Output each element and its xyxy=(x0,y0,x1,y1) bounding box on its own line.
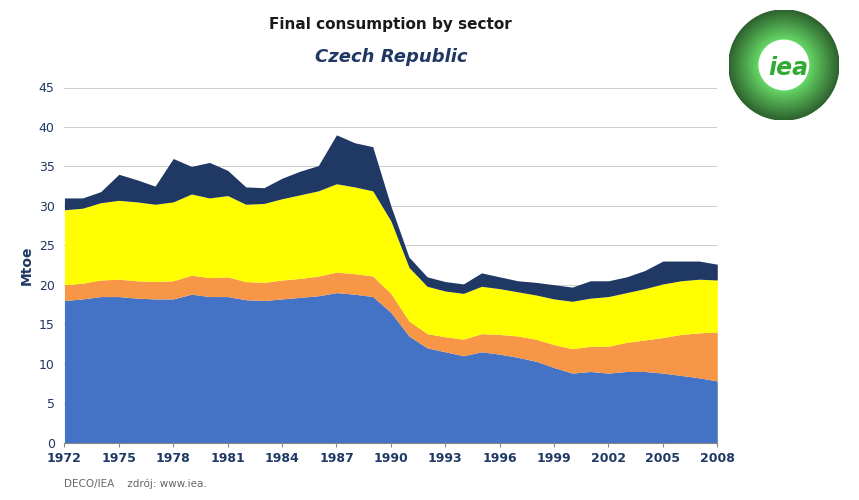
Text: Czech Republic: Czech Republic xyxy=(314,48,467,66)
Text: DECO/IEA    zdrój: www.iea.: DECO/IEA zdrój: www.iea. xyxy=(64,478,207,489)
Text: Final consumption by sector: Final consumption by sector xyxy=(270,18,512,32)
Circle shape xyxy=(759,40,808,90)
Text: iea: iea xyxy=(768,56,808,80)
Y-axis label: Mtoe: Mtoe xyxy=(19,245,34,285)
